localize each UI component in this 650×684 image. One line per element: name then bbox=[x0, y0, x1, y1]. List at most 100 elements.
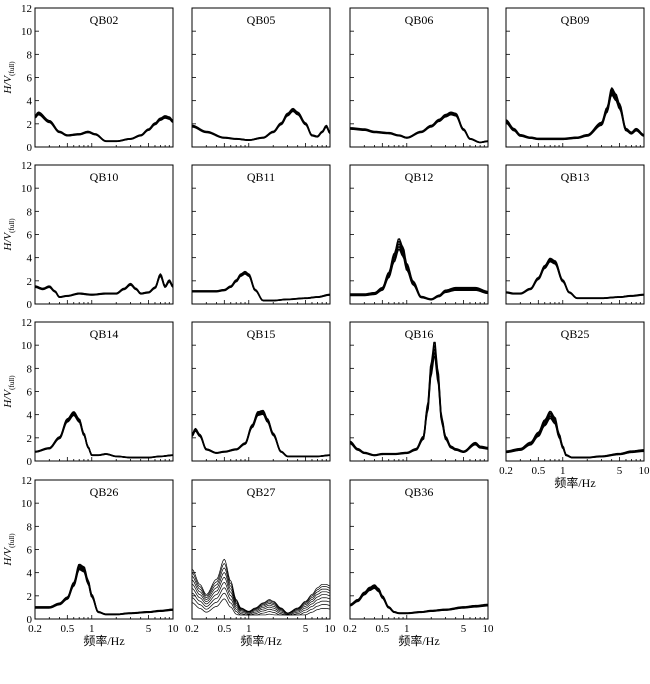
y-tick-label: 6 bbox=[27, 387, 33, 399]
x-tick-label: 0.5 bbox=[217, 623, 231, 635]
hv-curve bbox=[506, 88, 644, 140]
axes-frame bbox=[191, 321, 331, 462]
x-tick-label: 1 bbox=[404, 623, 410, 635]
y-axis-label: H/V(full) bbox=[2, 61, 16, 95]
hv-curve bbox=[192, 412, 330, 458]
hv-curve bbox=[35, 565, 173, 615]
x-axis-label: 频率/Hz bbox=[398, 633, 439, 648]
x-tick-label: 0.5 bbox=[375, 623, 389, 635]
hv-curve bbox=[192, 410, 330, 457]
axes-frame bbox=[349, 321, 489, 462]
hv-curve bbox=[192, 592, 330, 616]
hv-curve bbox=[350, 341, 488, 456]
hv-curve bbox=[506, 261, 644, 300]
hv-curve bbox=[506, 90, 644, 140]
curve-bundle bbox=[506, 257, 644, 300]
hv-curve bbox=[35, 568, 173, 616]
axes-frame bbox=[505, 164, 645, 305]
hv-curve bbox=[192, 107, 330, 141]
curve-bundle bbox=[350, 111, 488, 144]
hv-curve bbox=[350, 112, 488, 143]
panel-qb13: QB13 bbox=[505, 164, 645, 305]
curve-bundle bbox=[192, 558, 330, 616]
hv-curve bbox=[192, 582, 330, 616]
hv-curve bbox=[35, 413, 173, 459]
panel-title: QB02 bbox=[90, 13, 119, 27]
hv-curve bbox=[192, 558, 330, 614]
y-tick-label: 12 bbox=[21, 475, 32, 487]
curve-bundle bbox=[35, 111, 173, 143]
panel-title: QB27 bbox=[247, 485, 276, 499]
curve-bundle bbox=[192, 107, 330, 142]
x-tick-label: 5 bbox=[303, 623, 309, 635]
x-tick-label: 10 bbox=[325, 623, 337, 635]
curve-bundle bbox=[35, 563, 173, 616]
panel-title: QB10 bbox=[90, 170, 119, 184]
axes-frame bbox=[349, 7, 489, 148]
hv-curve bbox=[350, 246, 488, 301]
y-tick-label: 10 bbox=[21, 340, 33, 352]
y-tick-label: 2 bbox=[27, 433, 33, 445]
y-axis-label: H/V(full) bbox=[2, 218, 16, 252]
panel-qb06: QB06 bbox=[349, 7, 489, 148]
y-tick-label: 4 bbox=[27, 253, 33, 265]
y-tick-label: 6 bbox=[27, 73, 33, 85]
panel-qb26: QB26 0 2 4 6 8 10 12 H/V(full) 0.2 0.5 1 5 10 频率/Hz bbox=[2, 475, 179, 648]
y-tick-label: 12 bbox=[21, 3, 32, 15]
y-tick-label: 4 bbox=[27, 410, 33, 422]
x-tick-label: 5 bbox=[146, 623, 152, 635]
panel-title: QB15 bbox=[247, 327, 276, 341]
hv-curve bbox=[506, 258, 644, 299]
hv-curve bbox=[35, 412, 173, 459]
y-tick-label: 8 bbox=[27, 521, 33, 533]
hv-curve bbox=[350, 113, 488, 144]
panel-title: QB09 bbox=[561, 13, 590, 27]
curve-bundle bbox=[192, 409, 330, 458]
y-tick-label: 6 bbox=[27, 230, 33, 242]
panel-qb25: QB25 0.2 0.5 1 5 10 频率/Hz bbox=[499, 321, 650, 490]
hv-curve bbox=[350, 243, 488, 301]
axes-frame bbox=[349, 164, 489, 305]
hv-curve bbox=[350, 112, 488, 144]
panel-title: QB25 bbox=[561, 327, 590, 341]
panel-title: QB06 bbox=[405, 13, 434, 27]
y-tick-label: 2 bbox=[27, 276, 33, 288]
hv-curve bbox=[350, 113, 488, 144]
panel-qb12: QB12 bbox=[349, 164, 489, 305]
x-tick-label: 10 bbox=[483, 623, 495, 635]
x-axis-label: 频率/Hz bbox=[554, 475, 595, 490]
x-axis-label: 频率/Hz bbox=[240, 633, 281, 648]
hv-curve bbox=[506, 257, 644, 299]
x-tick-label: 0.2 bbox=[499, 465, 513, 477]
x-tick-label: 10 bbox=[168, 623, 180, 635]
hv-curve bbox=[192, 271, 330, 302]
hv-curve bbox=[350, 348, 488, 456]
hv-curve bbox=[35, 273, 173, 298]
hv-curve bbox=[350, 345, 488, 456]
panel-qb10: QB10 0 2 4 6 8 10 12 H/V(full) bbox=[2, 160, 174, 311]
y-tick-label: 2 bbox=[27, 119, 33, 131]
hv-curve bbox=[192, 563, 330, 614]
panel-qb05: QB05 bbox=[191, 7, 331, 148]
x-tick-label: 0.5 bbox=[60, 623, 74, 635]
panel-qb36: QB36 0.2 0.5 1 5 10 频率/Hz bbox=[343, 479, 495, 648]
curve-bundle bbox=[350, 238, 488, 301]
hv-curve bbox=[192, 598, 330, 616]
hv-curve bbox=[35, 411, 173, 459]
y-tick-label: 12 bbox=[21, 317, 32, 329]
axes-frame bbox=[505, 7, 645, 148]
axes-frame bbox=[349, 479, 489, 620]
x-tick-label: 1 bbox=[560, 465, 566, 477]
y-tick-label: 2 bbox=[27, 591, 33, 603]
curve-bundle bbox=[506, 410, 644, 459]
y-tick-label: 10 bbox=[21, 498, 33, 510]
hv-curve bbox=[192, 576, 330, 615]
hv-curve bbox=[35, 567, 173, 616]
axes-frame bbox=[505, 321, 645, 462]
curve-bundle bbox=[350, 584, 488, 615]
hv-curve bbox=[192, 108, 330, 141]
hv-curve bbox=[192, 572, 330, 615]
x-tick-label: 0.2 bbox=[28, 623, 42, 635]
y-tick-label: 8 bbox=[27, 49, 33, 61]
hv-curve bbox=[506, 412, 644, 459]
